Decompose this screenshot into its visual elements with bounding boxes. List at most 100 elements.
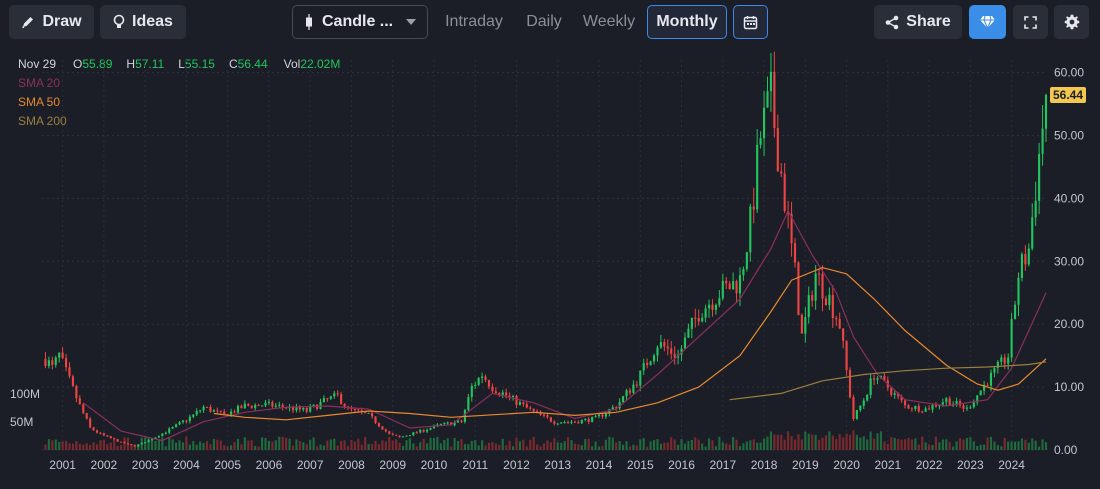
volume-bar [481,440,484,450]
price-chart[interactable]: 60.00 50.00 40.00 30.00 20.00 10.00 0.00 100M 50… [0,44,1100,489]
candle-body [501,392,504,395]
volume-bar [302,442,305,450]
volume-bar [188,444,191,450]
y-tick-label: 60.00 [1054,66,1084,80]
candle-body [219,410,222,412]
candle-body [1017,277,1020,305]
candle-body [635,384,638,386]
volume-bar [793,439,797,450]
volume-bar [690,439,693,450]
calendar-button[interactable] [733,5,768,39]
y-tick-label: 0.00 [1054,443,1078,457]
volume-bar [687,441,690,450]
volume-bar [470,440,473,450]
candle-body [329,396,332,399]
candle-body [976,395,979,403]
ideas-button[interactable]: Ideas [100,5,186,39]
candle-body [591,416,594,422]
candle-body [161,433,164,437]
volume-bar [862,436,865,450]
volume-bar [58,441,61,450]
volume-bar [625,441,628,450]
volume-bar [181,442,185,450]
x-tick-label: 2009 [379,458,406,472]
candle-body [291,406,295,411]
volume-bar [584,439,587,450]
volume-bar [367,443,370,450]
premium-button[interactable] [969,5,1006,39]
volume-bar [236,438,240,450]
volume-bar [941,439,944,450]
volume-bar [931,445,934,450]
volume-bar [223,445,226,450]
volume-bar [673,439,676,450]
tab-weekly[interactable]: Weekly [582,13,636,30]
candle-body [436,424,439,426]
candle-body [491,386,494,392]
candle-body [983,384,986,391]
candle-body [240,405,243,409]
volume-bar [309,439,312,450]
x-tick-label: 2011 [462,458,488,472]
candle-body [498,393,501,395]
candle-body [467,396,470,411]
volume-bar [597,446,601,450]
candle-body [144,442,147,444]
candle-body [907,405,910,409]
volume-bar [281,436,284,450]
candle-body [123,441,126,444]
volume-bar [855,434,858,450]
candle-body [859,405,862,410]
volume-bar [312,437,315,450]
candle-body [164,432,167,434]
volume-bar [44,444,47,450]
tab-monthly[interactable]: Monthly [647,5,727,39]
candle-body [422,429,425,432]
x-tick-label: 2016 [668,458,695,472]
volume-bar [116,445,119,450]
candle-body [597,414,601,417]
volume-bar [439,443,442,450]
volume-bar [563,441,566,450]
volume-bar [133,444,136,450]
share-button[interactable]: Share [874,5,962,39]
candle-body [1013,304,1017,320]
volume-bar [1034,440,1037,450]
volume-bar [818,439,821,450]
candle-body [862,400,865,406]
volume-bar [965,437,968,450]
volume-bar [432,437,436,450]
candle-body [873,378,876,380]
candle-body [673,353,676,358]
volume-bar [924,442,927,450]
candle-body [890,387,893,395]
fullscreen-button[interactable] [1013,5,1048,39]
candle-body [58,352,61,358]
candle-body [257,404,260,406]
chart-type-select[interactable]: Candle ... [292,5,428,39]
volume-bar [594,441,597,450]
volume-bar [728,444,731,450]
legend-high-key: H [126,57,136,71]
candle-body [725,280,728,284]
settings-button[interactable] [1054,5,1089,39]
draw-button[interactable]: Draw [9,5,94,39]
volume-bar [195,444,198,450]
tab-intraday[interactable]: Intraday [445,13,503,30]
candle-body [171,427,174,429]
volume-bar [1044,442,1048,450]
candle-body [230,411,233,417]
volume-bar [329,439,332,450]
volume-bar [453,438,456,450]
x-tick-label: 2018 [751,458,778,472]
candle-body [377,423,381,427]
volume-bar [663,442,666,450]
volume-bar [742,443,745,450]
legend-date: Nov 29 [18,57,57,71]
tab-daily[interactable]: Daily [526,13,562,30]
volume-bar [759,442,762,450]
candle-body [718,298,721,305]
volume-bar [587,438,590,450]
candle-body [903,400,907,406]
fullscreen-icon [1024,15,1037,29]
